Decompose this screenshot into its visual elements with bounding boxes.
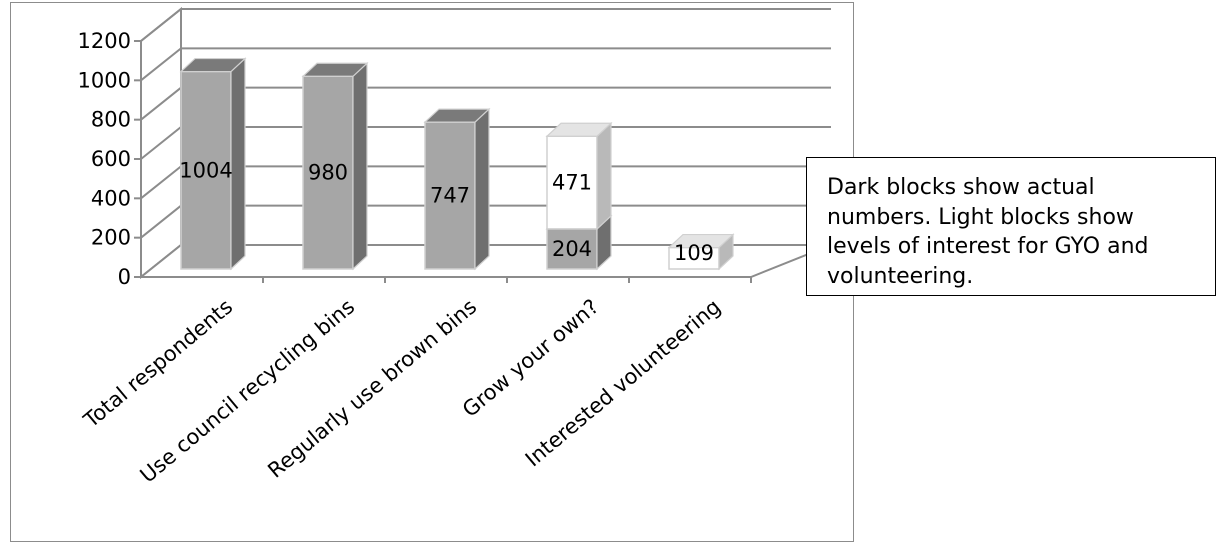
value-label-5: 109: [674, 241, 714, 265]
category-label-1: Use council recycling bins: [136, 294, 360, 487]
bar-actual-1-top: [301, 62, 369, 77]
y-tick-label-1000: 1000: [78, 68, 131, 92]
y-tick-label-1200: 1200: [78, 29, 131, 53]
y-tick-label-0: 0: [118, 265, 131, 289]
y-tick-label-800: 800: [91, 108, 131, 132]
bar-interest-3-top: [545, 122, 613, 137]
bar-actual-2-side: [474, 107, 490, 271]
value-label-0: 1004: [179, 158, 232, 182]
bar-actual-3-front: [546, 228, 598, 270]
value-label-4: 471: [552, 171, 592, 195]
category-label-4: Interested volunteering: [521, 294, 725, 471]
y-axis-ticks: 0 200 400 600 800 1000 1200: [78, 29, 141, 289]
bar-interest-3-side: [596, 121, 612, 231]
bar-actual-1-front: [302, 75, 354, 270]
bar-interest-4-top: [667, 233, 735, 249]
gridline-1200: [140, 8, 831, 42]
category-label-2: Regularly use brown bins: [263, 294, 481, 482]
value-label-2: 747: [430, 184, 470, 208]
value-labels: 1004 980 747 204 471 109: [179, 158, 714, 265]
bars: [179, 57, 735, 271]
gridline-1000: [140, 47, 831, 82]
y-tick-label-200: 200: [91, 226, 131, 250]
note-box: Dark blocks show actual numbers. Light b…: [806, 157, 1216, 296]
bar-actual-1-side: [352, 61, 368, 271]
note-text: Dark blocks show actual numbers. Light b…: [827, 175, 1149, 289]
y-tick-label-400: 400: [91, 186, 131, 210]
chart-area: 0 200 400 600 800 1000 1200 1004 980 747 204 471 10…: [10, 2, 854, 542]
bar-interest-3-front: [546, 135, 598, 230]
bar-actual-2-top: [423, 108, 491, 123]
value-label-1: 980: [308, 161, 348, 185]
value-label-3: 204: [552, 237, 592, 261]
bar-actual-0-front: [180, 70, 232, 270]
bar-actual-0-side: [230, 57, 246, 271]
y-tick-label-600: 600: [91, 147, 131, 171]
bar-actual-0-top: [179, 57, 247, 73]
